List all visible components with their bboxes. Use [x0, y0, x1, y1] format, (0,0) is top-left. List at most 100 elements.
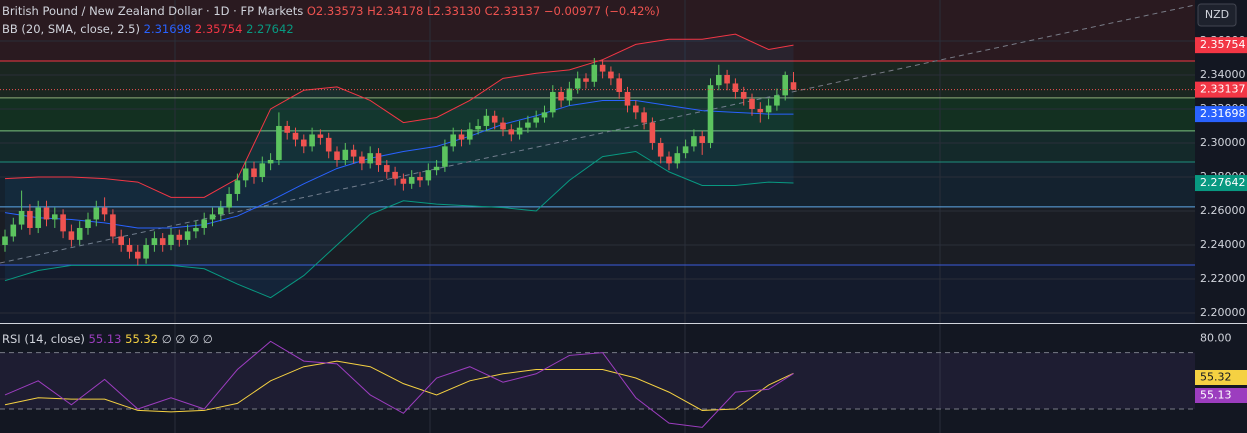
indicator-label: BB (20, SMA, close, 2.5): [2, 22, 140, 36]
candle-body: [209, 214, 216, 220]
candle-body: [740, 91, 747, 99]
candle-body: [201, 219, 207, 228]
candle-body: [467, 129, 473, 140]
candle-body: [699, 136, 705, 143]
legend-row: British Pound / New Zealand Dollar · 1D …: [2, 4, 660, 18]
y-tick-label: 2.34000: [1200, 68, 1246, 81]
candle-body: [674, 153, 681, 164]
candle-body: [574, 78, 581, 89]
zone: [0, 206, 1195, 266]
candle-body: [325, 137, 332, 152]
rsi-ma-value: 55.32: [125, 332, 158, 346]
candle-body: [218, 207, 224, 215]
candle-body: [276, 125, 282, 160]
candle-body: [533, 117, 539, 123]
price-badge-label: 2.35754: [1200, 38, 1246, 51]
candle-body: [110, 214, 116, 237]
zone: [0, 130, 1195, 163]
candle-body: [491, 115, 498, 123]
candle-body: [317, 134, 324, 138]
rsi-band: [0, 352, 1195, 410]
zone: [0, 265, 1195, 323]
candle-body: [516, 127, 523, 135]
y-tick-label: 2.30000: [1200, 136, 1246, 149]
candle-body: [774, 95, 780, 106]
candle-body: [450, 134, 456, 147]
zone: [0, 61, 1195, 98]
candle-body: [483, 115, 490, 126]
candle-body: [475, 125, 481, 130]
price-badge: [1195, 81, 1247, 98]
candle-body: [242, 168, 249, 181]
candle-body: [93, 207, 100, 220]
candle-body: [334, 151, 340, 160]
candle-body: [342, 149, 349, 160]
candle-body: [76, 227, 83, 240]
candle-body: [433, 166, 440, 171]
bb-fill: [5, 34, 794, 298]
candle-body: [135, 251, 141, 259]
y-tick-label: 2.20000: [1200, 306, 1246, 319]
candle-body: [616, 78, 622, 92]
currency: NZD: [1205, 8, 1229, 21]
zone: [0, 0, 1195, 62]
bb-basis-value: 2.31698: [144, 22, 192, 36]
rsi-tick-label: 80.00: [1200, 332, 1232, 345]
currency-box[interactable]: [1197, 3, 1237, 27]
candle-body: [392, 171, 398, 179]
candle-body: [43, 207, 50, 220]
rsi-badge-label: 55.13: [1200, 389, 1232, 402]
candle-body: [176, 234, 183, 240]
candle-body: [408, 176, 415, 184]
candle-body: [724, 74, 730, 84]
candle-body: [525, 122, 531, 128]
price-axis: [1195, 0, 1247, 433]
candle-body: [60, 214, 66, 232]
price-badge-label: 2.27642: [1200, 176, 1246, 189]
price-badge: [1195, 37, 1247, 54]
candle-body: [384, 165, 390, 172]
symbol-title: British Pound / New Zealand Dollar · 1D …: [2, 4, 303, 18]
indicator-label: RSI (14, close): [2, 332, 85, 346]
rsi-value: 55.13: [89, 332, 122, 346]
candle-body: [159, 238, 166, 245]
ohlc-value: O2.33573: [307, 4, 364, 18]
candle-body: [749, 98, 755, 109]
candle-body: [18, 210, 25, 225]
candle-body: [400, 178, 407, 184]
candle-body: [657, 142, 664, 157]
candle-body: [624, 91, 631, 106]
candle-body: [101, 207, 108, 215]
candle-body: [251, 168, 257, 177]
candle-body: [633, 105, 639, 113]
candle-body: [591, 64, 598, 82]
rsi-extra: ∅ ∅ ∅ ∅: [162, 332, 213, 346]
candle-body: [118, 236, 124, 245]
y-tick-label: 2.26000: [1200, 204, 1246, 217]
candle-body: [350, 149, 357, 157]
candle-body: [85, 219, 91, 228]
candle-body: [184, 231, 191, 240]
y-tick-label: 2.24000: [1200, 238, 1246, 251]
bb-lower-value: 2.27642: [246, 22, 294, 36]
ohlc-value: L2.33130: [427, 4, 481, 18]
ohlc-value: −0.00977 (−0.42%): [544, 4, 660, 18]
rsi-rsi: [4, 340, 794, 428]
candle-body: [649, 122, 656, 143]
candle-body: [599, 64, 606, 72]
candle-body: [35, 207, 41, 228]
zone: [0, 97, 1195, 131]
candle-body: [168, 234, 174, 245]
rsi-badge: [1195, 370, 1247, 385]
candle-body: [666, 156, 672, 164]
candle-body: [691, 136, 697, 147]
candle-body: [425, 170, 432, 181]
candle-body: [541, 112, 548, 118]
candle-body: [193, 227, 199, 232]
candle-body: [143, 244, 149, 259]
candle-body: [375, 153, 382, 166]
price-badge: [1195, 106, 1247, 123]
candle-body: [10, 224, 17, 237]
candle-body: [52, 214, 58, 220]
candle-body: [234, 180, 241, 194]
